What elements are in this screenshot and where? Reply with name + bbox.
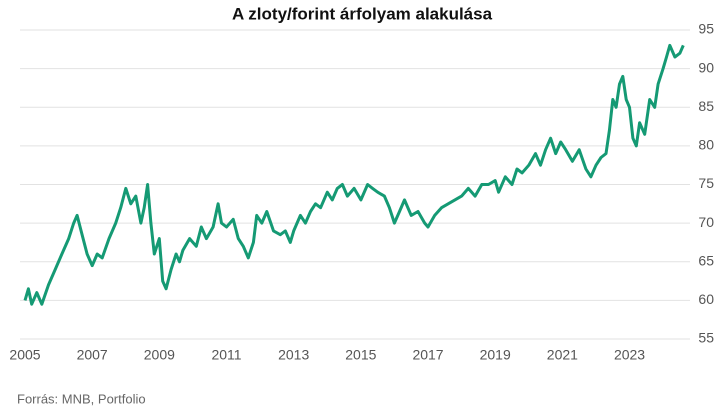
series-line — [23, 43, 685, 306]
y-tick-label: 70 — [698, 214, 714, 230]
x-tick-label: 2009 — [144, 347, 175, 363]
y-tick-label: 90 — [698, 59, 714, 75]
x-tick-label: 2005 — [9, 347, 40, 363]
x-tick-label: 2017 — [412, 347, 443, 363]
y-tick-label: 80 — [698, 137, 714, 153]
x-tick-label: 2023 — [614, 347, 645, 363]
y-tick-label: 75 — [698, 175, 714, 191]
x-tick-label: 2021 — [547, 347, 578, 363]
x-tick-label: 2019 — [480, 347, 511, 363]
y-tick-label: 65 — [698, 252, 714, 268]
x-tick-label: 2007 — [77, 347, 108, 363]
y-tick-label: 95 — [698, 21, 714, 37]
x-tick-label: 2011 — [211, 347, 241, 363]
source: Forrás: MNB, Portfolio — [17, 391, 146, 406]
chart-title: A zloty/forint árfolyam alakulása — [232, 4, 493, 23]
y-tick-label: 55 — [698, 330, 714, 346]
y-tick-label: 85 — [698, 98, 714, 114]
x-tick-label: 2015 — [345, 347, 376, 363]
x-tick-label: 2013 — [278, 347, 309, 363]
y-tick-label: 60 — [698, 291, 714, 307]
